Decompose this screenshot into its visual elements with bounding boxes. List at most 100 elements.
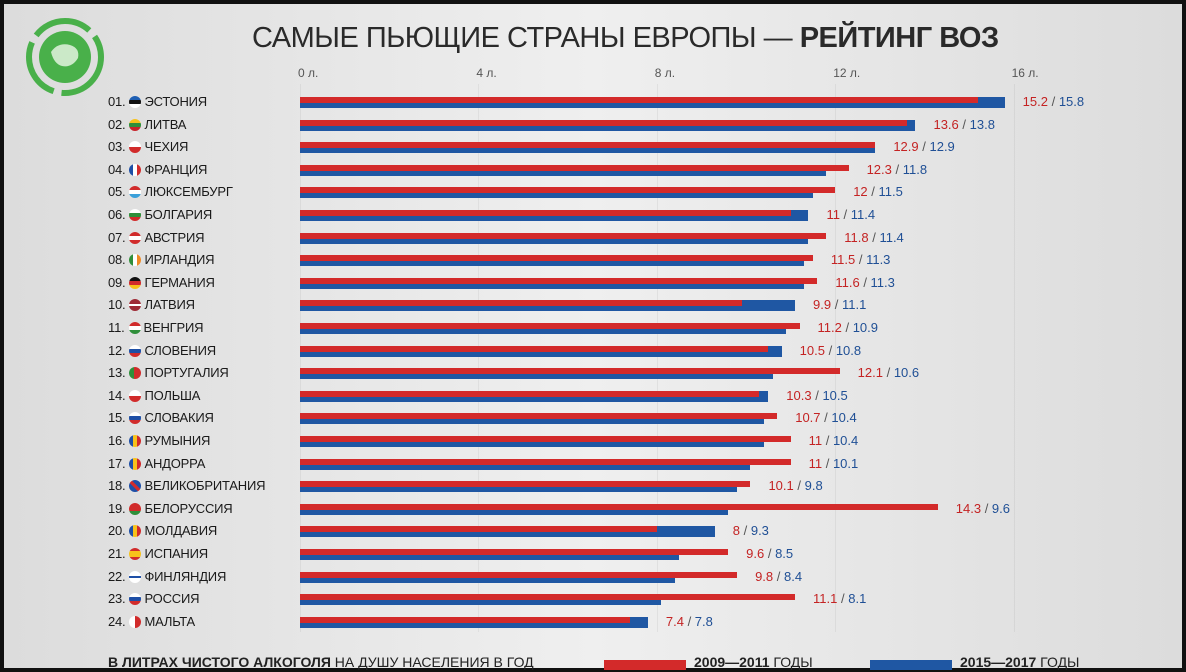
country-name: ИСПАНИЯ [144,546,208,561]
belarus-flag-icon [129,502,142,515]
value-2015-2017: 10.5 [822,387,848,403]
value-label: 11.5 / 11.3 [831,252,891,267]
bar-2009-2011 [300,277,818,284]
x-tick-label: 0 л. [298,66,319,80]
category-label: 20. МОЛДАВИЯ [108,523,217,538]
country-name: ГЕРМАНИЯ [144,274,215,290]
value-separator: / [841,320,853,335]
bar-2009-2011 [300,142,876,149]
rank-label: 08. [108,252,126,268]
category-label: 19. БЕЛОРУССИЯ [108,500,233,516]
value-separator: / [793,478,805,494]
category-label: 02. ЛИТВА [108,117,186,132]
bar-2009-2011 [300,571,738,578]
value-label: 10.7 / 10.4 [795,410,856,425]
value-2009-2011: 11.6 [835,274,860,290]
bar-2009-2011 [300,119,907,126]
value-separator: / [773,568,784,584]
finland-flag-icon [129,570,142,583]
value-label: 14.3 / 9.6 [956,501,1010,516]
rank-label: 10. [108,297,126,313]
rank-label: 12. [108,342,126,358]
value-separator: / [764,546,776,561]
country-name: ВЕЛИКОБРИТАНИЯ [144,478,266,494]
moldova-flag-icon [129,525,142,538]
category-label: 16. РУМЫНИЯ [108,433,210,448]
value-2015-2017: 8.5 [775,546,794,561]
value-2009-2011: 13.6 [933,116,959,132]
value-2009-2011: 10.1 [768,478,794,494]
value-label: 9.6 / 8.5 [746,546,793,561]
category-label: 05. ЛЮКСЕМБУРГ [108,184,233,199]
bar-2009-2011 [300,594,796,601]
value-2009-2011: 11 [826,207,840,222]
value-2009-2011: 12.9 [893,139,919,155]
rank-label: 16. [108,433,126,448]
value-separator: / [683,613,695,629]
category-label: 12. СЛОВЕНИЯ [108,343,216,358]
bar-2009-2011 [300,458,791,465]
portugal-flag-icon [129,367,142,380]
value-2009-2011: 10.5 [799,342,825,358]
category-label: 14. ПОЛЬША [108,388,200,403]
value-label: 10.5 / 10.8 [800,343,861,358]
value-separator: / [822,433,833,448]
value-2009-2011: 11 [808,455,823,471]
rank-label: 13. [108,365,126,381]
country-name: ПОЛЬША [144,387,201,403]
bar-2009-2011 [300,616,631,623]
country-name: БОЛГАРИЯ [144,207,213,222]
rank-label: 21. [108,546,126,561]
value-2009-2011: 10.7 [795,410,821,426]
value-2015-2017: 11.4 [850,207,876,222]
category-label: 06. БОЛГАРИЯ [108,207,212,222]
value-2009-2011: 8 [732,523,740,539]
russia-flag-icon [129,593,142,606]
austria-flag-icon [129,231,142,244]
category-label: 03. ЧЕХИЯ [108,139,188,154]
rank-label: 22. [108,568,126,584]
rank-label: 03. [108,139,126,155]
rank-label: 19. [108,500,126,516]
value-separator: / [837,591,849,607]
value-2015-2017: 10.9 [852,320,879,335]
ireland-flag-icon [129,254,142,267]
value-label: 8 / 9.3 [733,523,769,538]
value-2009-2011: 10.3 [786,387,812,403]
value-separator: / [882,365,894,381]
france-flag-icon [129,163,142,176]
logo-globe-icon [26,18,104,96]
category-label: 08. ИРЛАНДИЯ [108,252,214,267]
value-2015-2017: 10.4 [832,433,859,448]
bar-2009-2011 [300,210,791,216]
category-label: 24. МАЛЬТА [108,614,195,629]
country-name: АНДОРРА [144,455,206,471]
bar-2009-2011 [300,503,938,510]
category-label: 21. ИСПАНИЯ [108,546,208,561]
value-2015-2017: 12.9 [929,139,955,155]
value-separator: / [918,139,930,155]
bar-2009-2011 [300,526,657,533]
value-2015-2017: 11.5 [878,184,903,200]
value-2015-2017: 9.8 [804,478,823,494]
value-separator: / [958,116,970,132]
value-2015-2017: 11.3 [866,252,891,268]
value-separator: / [811,387,823,403]
country-name: ЧЕХИЯ [144,139,189,155]
slovakia-flag-icon [129,412,142,425]
country-name: ЛАТВИЯ [144,297,195,313]
x-tick-label: 4 л. [476,66,497,80]
country-name: РУМЫНИЯ [144,433,211,448]
country-name: РОССИЯ [144,591,200,607]
value-separator: / [867,184,879,200]
country-name: БЕЛОРУССИЯ [144,500,233,516]
legend-label-2009-2011: 2009—2011 ГОДЫ [694,654,813,670]
country-name: ФРАНЦИЯ [144,161,208,177]
value-separator: / [859,274,871,290]
rank-label: 14. [108,387,126,403]
category-label: 01. ЭСТОНИЯ [108,94,207,109]
category-label: 13. ПОРТУГАЛИЯ [108,365,229,380]
rank-label: 04. [108,161,126,177]
rank-label: 06. [108,207,126,222]
rank-label: 17. [108,455,126,471]
